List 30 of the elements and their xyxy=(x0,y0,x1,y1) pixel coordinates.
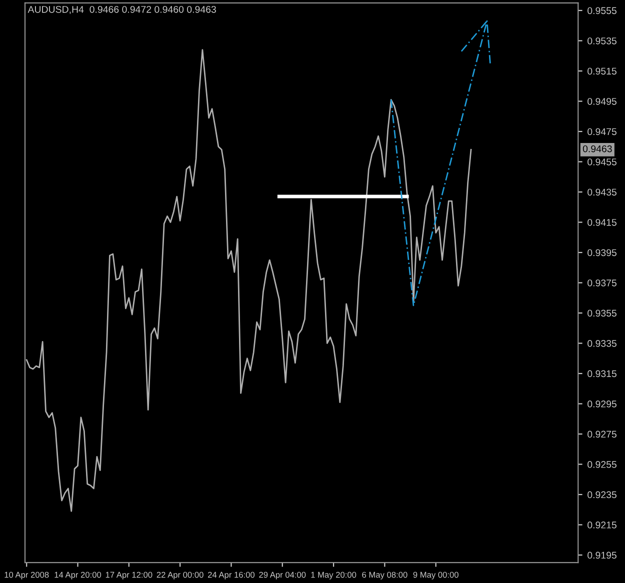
y-tick-label: 0.9215 xyxy=(588,522,616,528)
y-tick-label: 0.9475 xyxy=(588,128,616,136)
y-tick-label: 0.9195 xyxy=(588,552,616,559)
x-tick-label: 22 Apr 00:00 xyxy=(156,572,204,580)
y-tick-label: 0.9335 xyxy=(588,340,616,347)
x-tick-label: 10 Apr 2008 xyxy=(4,572,49,580)
y-tick-label: 0.9375 xyxy=(588,279,616,286)
y-tick-label: 0.9295 xyxy=(588,400,616,408)
x-tick-label: 6 May 08:00 xyxy=(362,572,408,580)
y-tick-label: 0.9415 xyxy=(588,218,616,226)
x-tick-label: 14 Apr 20:00 xyxy=(54,572,102,580)
y-tick-label: 0.9515 xyxy=(588,68,616,75)
x-tick-label: 29 Apr 04:00 xyxy=(259,572,306,580)
y-tick-label: 0.9355 xyxy=(588,310,616,317)
chart-title: AUDUSD,H4 0.9466 0.9472 0.9460 0.9463 xyxy=(28,6,216,14)
x-tick-label: 1 May 20:00 xyxy=(311,572,356,580)
y-tick-label: 0.9435 xyxy=(588,188,616,196)
x-tick-label: 24 Apr 16:00 xyxy=(208,572,255,580)
annotation: 0.9463 xyxy=(582,145,612,152)
x-tick-label: 17 Apr 12:00 xyxy=(106,572,152,580)
y-tick-label: 0.9315 xyxy=(588,370,616,378)
y-tick-label: 0.9275 xyxy=(588,430,616,438)
y-tick-label: 0.9255 xyxy=(588,461,616,468)
y-tick-label: 0.9495 xyxy=(588,98,616,105)
y-tick-label: 0.9455 xyxy=(588,158,616,166)
y-tick-label: 0.9555 xyxy=(588,7,616,14)
y-tick-label: 0.9395 xyxy=(588,249,616,256)
y-tick-label: 0.9535 xyxy=(588,37,616,44)
y-tick-label: 0.9235 xyxy=(588,491,616,498)
x-tick-label: 9 May 00:00 xyxy=(413,572,458,580)
